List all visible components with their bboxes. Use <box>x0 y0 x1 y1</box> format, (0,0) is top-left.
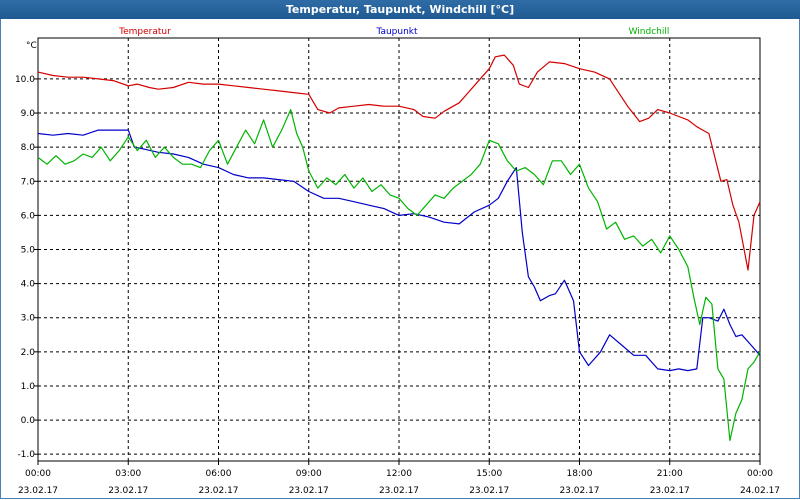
y-tick-label: 7.0 <box>21 177 36 187</box>
y-tick-label: 2.0 <box>21 348 36 358</box>
x-tick-date-label: 23.02.17 <box>559 486 599 496</box>
x-tick-date-label: 23.02.17 <box>108 486 148 496</box>
y-tick-label: 0.0 <box>21 416 36 426</box>
y-tick-label: 8.0 <box>21 143 36 153</box>
y-tick-label: 1.0 <box>21 382 36 392</box>
y-axis-ticks: -1.0 0.0 1.0 2.0 3.0 4.0 5.0 6.0 7.0 8.0 9.0 10.0 <box>15 75 38 460</box>
x-tick-time-label: 00:00 <box>747 469 773 479</box>
x-tick-date-label: 23.02.17 <box>198 486 238 496</box>
series-line-taupunkt <box>37 129 761 372</box>
chart-title: Temperatur, Taupunkt, Windchill [°C] <box>0 0 800 19</box>
y-axis-unit-label: °C <box>26 41 37 51</box>
x-tick-date-label: 23.02.17 <box>379 486 419 496</box>
x-tick-time-label: 15:00 <box>476 469 502 479</box>
x-tick-time-label: 09:00 <box>296 469 322 479</box>
y-tick-label: 4.0 <box>21 280 36 290</box>
x-tick-time-label: 18:00 <box>567 469 593 479</box>
x-axis-ticks: 00:00 23.02.17 03:00 23.02.17 06:00 23.02.17 0… <box>18 461 780 496</box>
legend-taupunkt: Taupunkt <box>375 27 418 37</box>
y-tick-label: 3.0 <box>21 314 36 324</box>
x-tick-time-label: 12:00 <box>386 469 412 479</box>
series-lines <box>37 54 761 442</box>
x-tick-date-label: 23.02.17 <box>289 486 329 496</box>
x-tick-time-label: 21:00 <box>657 469 683 479</box>
x-tick-date-label: 23.02.17 <box>469 486 509 496</box>
y-tick-label: -1.0 <box>17 450 35 460</box>
x-tick-time-label: 00:00 <box>25 469 51 479</box>
x-tick-time-label: 03:00 <box>115 469 141 479</box>
series-line-temperatur <box>37 54 761 271</box>
y-tick-label: 6.0 <box>21 211 36 221</box>
legend: Temperatur Taupunkt Windchill <box>118 27 669 37</box>
legend-windchill: Windchill <box>629 27 670 37</box>
grid-lines <box>38 38 760 461</box>
x-tick-date-label: 23.02.17 <box>650 486 690 496</box>
x-tick-date-label: 24.02.17 <box>740 486 780 496</box>
y-tick-label: 9.0 <box>21 109 36 119</box>
y-tick-label: 10.0 <box>15 75 35 85</box>
legend-temperatur: Temperatur <box>118 27 171 37</box>
x-tick-time-label: 06:00 <box>206 469 232 479</box>
x-tick-date-label: 23.02.17 <box>18 486 58 496</box>
y-tick-label: 5.0 <box>21 246 36 256</box>
series-line-windchill <box>37 108 761 442</box>
